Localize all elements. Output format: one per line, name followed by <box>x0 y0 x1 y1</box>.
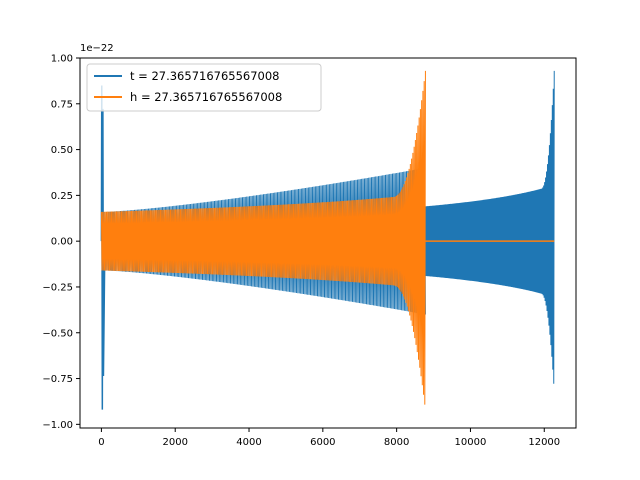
series-h-chirp <box>100 70 426 405</box>
legend-label-h: h = 27.365716765567008 <box>130 90 282 104</box>
y-tick-label: −0.25 <box>42 282 73 293</box>
y-tick-label: −1.00 <box>42 420 73 431</box>
y-offset-label: 1e−22 <box>80 43 114 54</box>
y-tick-label: −0.75 <box>42 374 73 385</box>
axes-frame <box>79 57 577 429</box>
x-tick-label: 6000 <box>310 437 335 448</box>
x-tick-label: 8000 <box>384 437 409 448</box>
legend: t = 27.365716765567008 h = 27.3657167655… <box>86 63 322 112</box>
series-t-chirp <box>424 70 555 384</box>
x-tick-label: 2000 <box>162 437 187 448</box>
y-tick-label: 0.00 <box>51 237 73 248</box>
y-tick-label: −0.50 <box>42 328 73 339</box>
y-tick-label: 0.25 <box>51 191 73 202</box>
x-tick-label: 0 <box>98 437 104 448</box>
y-tick-label: 0.50 <box>51 145 73 156</box>
y-axis: −1.00 −0.75 −0.50 −0.25 0.00 0.25 0.50 0.75 1.00 <box>42 54 80 431</box>
x-tick-label: 12000 <box>528 437 560 448</box>
legend-label-t: t = 27.365716765567008 <box>130 69 280 83</box>
y-tick-label: 1.00 <box>51 54 73 65</box>
y-tick-label: 0.75 <box>51 99 73 110</box>
x-tick-label: 4000 <box>236 437 261 448</box>
legend-box <box>86 63 322 112</box>
series-h <box>100 70 555 405</box>
x-axis: 0 2000 4000 6000 8000 10000 12000 <box>98 428 560 448</box>
x-tick-label: 10000 <box>455 437 487 448</box>
